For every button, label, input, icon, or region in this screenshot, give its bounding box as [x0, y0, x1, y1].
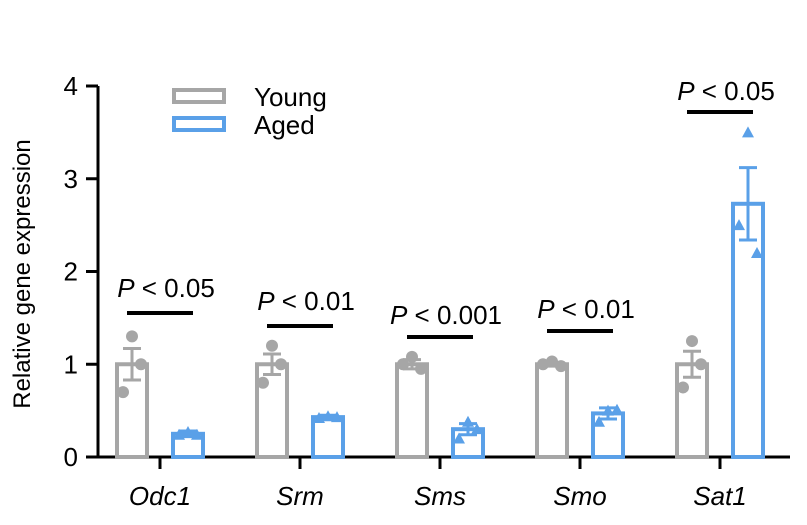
data-point — [135, 358, 147, 371]
x-tick-label-smo: Smo — [553, 481, 606, 511]
bar-young-sms — [395, 362, 429, 459]
data-point — [313, 412, 325, 424]
x-tick-label-odc1: Odc1 — [129, 481, 191, 511]
x-tick-label-sat1: Sat1 — [693, 481, 747, 511]
data-point — [415, 362, 427, 375]
p-value-label: P < 0.05 — [677, 76, 775, 106]
data-point — [462, 415, 474, 427]
data-point — [117, 386, 129, 399]
data-point — [182, 425, 194, 437]
x-tick-label-srm: Srm — [276, 481, 324, 511]
p-value-label: P < 0.001 — [390, 300, 502, 330]
y-tick-label: 2 — [64, 257, 78, 287]
data-point — [751, 246, 763, 258]
p-value-label: P < 0.01 — [537, 294, 635, 324]
data-point — [555, 360, 567, 373]
significance-annotations: P < 0.05 P < 0.01 P < 0.001 P < 0.01 P < 0.0… — [117, 76, 775, 339]
data-point — [733, 219, 745, 231]
data-point — [695, 358, 707, 371]
y-tick-label: 0 — [64, 442, 78, 472]
data-point — [126, 330, 138, 343]
data-point — [331, 411, 343, 423]
p-value-label: P < 0.01 — [257, 286, 355, 316]
data-point — [686, 335, 698, 348]
y-tick-label: 3 — [64, 164, 78, 194]
data-point — [266, 339, 278, 352]
x-tick-label-sms: Sms — [414, 481, 466, 511]
bars — [115, 126, 765, 459]
data-point — [191, 428, 203, 440]
data-point — [257, 376, 269, 389]
y-tick-label: 4 — [64, 71, 78, 101]
data-point — [406, 350, 418, 363]
data-point — [173, 428, 185, 440]
p-value-label: P < 0.05 — [117, 273, 215, 303]
data-point — [537, 358, 549, 371]
bar-aged-sat1 — [731, 201, 765, 459]
data-point — [742, 126, 754, 138]
data-point — [275, 358, 287, 371]
bar-aged-srm — [311, 415, 345, 459]
data-point — [677, 381, 689, 394]
data-point — [471, 423, 483, 435]
bar-young-smo — [535, 362, 569, 459]
y-tick-label: 1 — [64, 349, 78, 379]
data-point — [322, 410, 334, 422]
data-point — [397, 358, 409, 371]
y-axis-title: Relative gene expression — [9, 139, 36, 409]
legend-label-young: Young — [254, 82, 327, 112]
data-point — [611, 403, 623, 415]
legend-label-aged: Aged — [254, 110, 315, 140]
data-point — [453, 432, 465, 444]
legend-swatch-young — [172, 88, 226, 104]
axes: 0 1 2 3 4 Odc1 Srm Sms Smo Sat1 — [64, 71, 790, 511]
data-point — [593, 415, 605, 427]
data-point — [602, 404, 614, 416]
data-point — [546, 355, 558, 368]
legend-swatch-aged — [172, 116, 226, 132]
